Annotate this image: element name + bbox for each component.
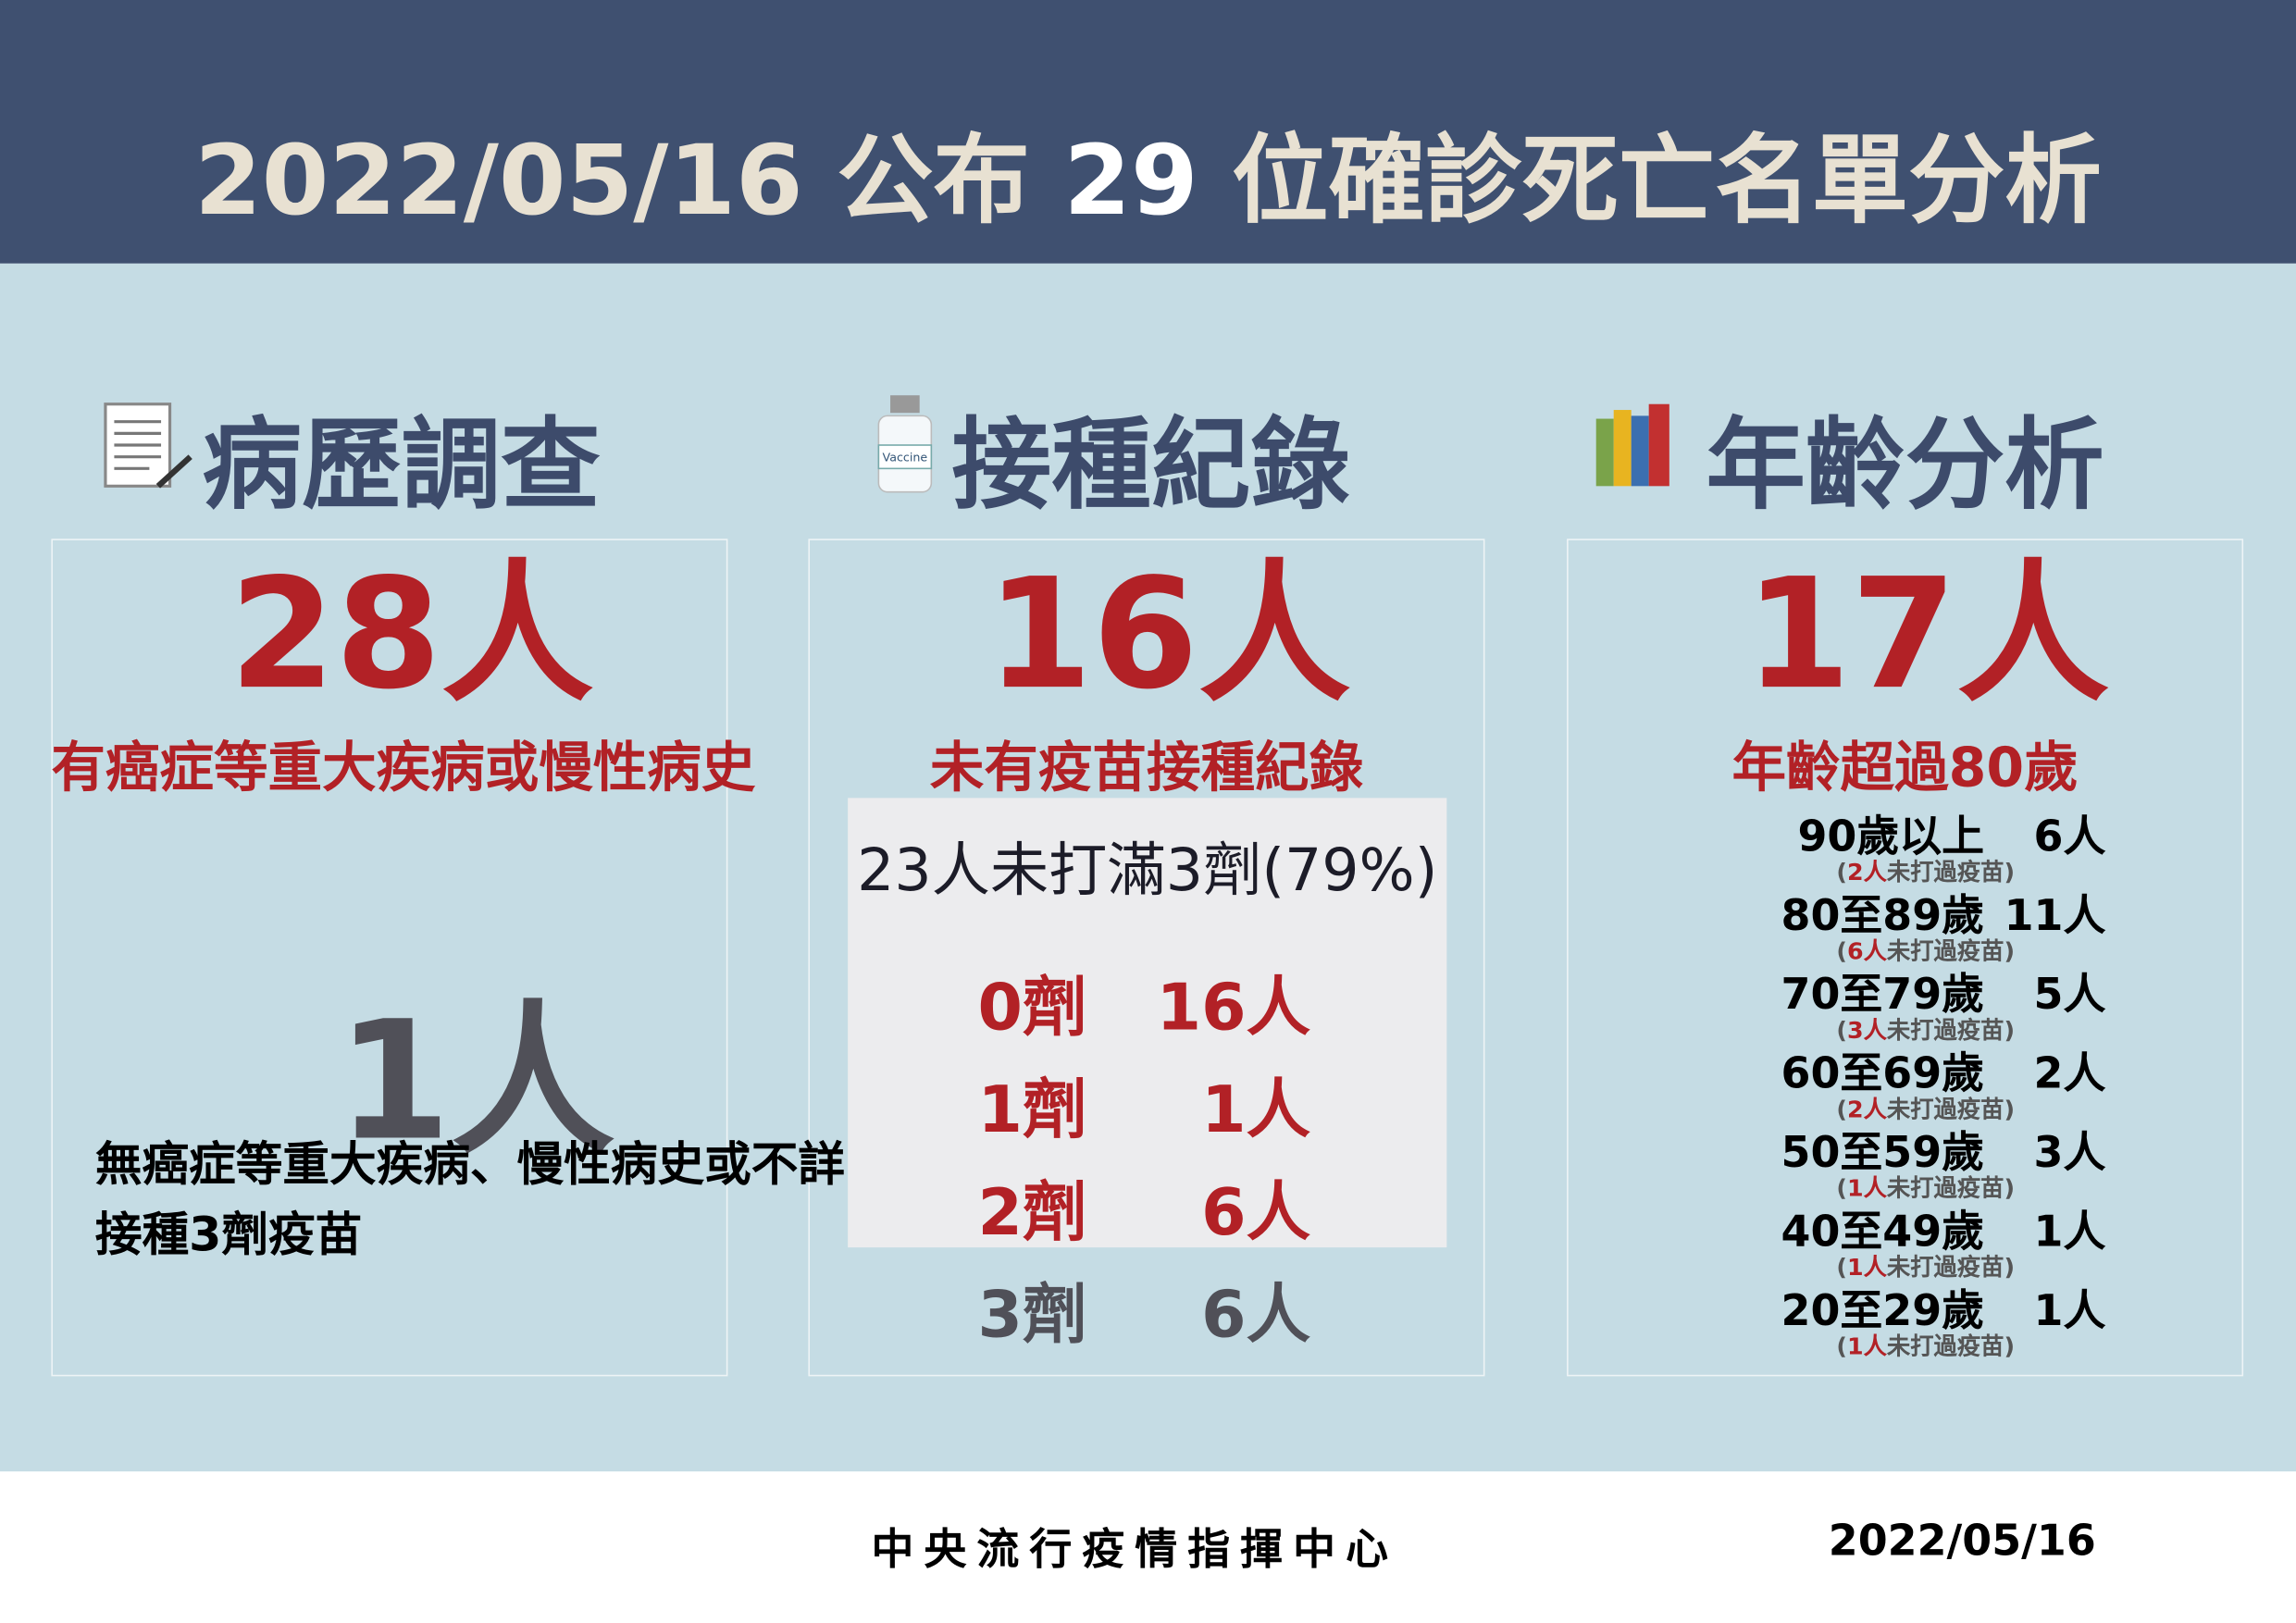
big-number: 16人 (986, 544, 1351, 724)
age-note-part: ( (1836, 1095, 1847, 1123)
age-note-part: 未打過疫苗) (1886, 1332, 2016, 1360)
age-note-part: ( (1836, 1016, 1847, 1045)
footer-org: 中央流行疫情指揮中心 (871, 1524, 1399, 1574)
age-note-part: ( (1836, 936, 1847, 965)
age-note-part: 1人 (1846, 1174, 1887, 1203)
age-note-part: 6人 (1846, 936, 1887, 965)
dose-label: 2劑 (977, 1175, 1087, 1251)
age-note-part: 未打過疫苗) (1886, 936, 2016, 965)
age-note: (2人未打過疫苗) (1779, 852, 2071, 887)
age-note-part: ( (1836, 1253, 1847, 1282)
caption: 接種3劑疫苗 (94, 1206, 363, 1262)
age-note-part: 未打過疫苗) (1886, 1174, 2016, 1203)
age-note-part: 3人 (1846, 1016, 1887, 1045)
dose-count: 16人 (1156, 971, 1311, 1046)
header-bar (0, 0, 2296, 264)
age-note: (2人未打過疫苗) (1779, 1089, 2071, 1124)
panel (1567, 539, 2244, 1377)
dose-label: 1劑 (977, 1072, 1087, 1148)
age-count: 11人 (2004, 890, 2106, 940)
age-group: 60至69歲 (1781, 1047, 1985, 1098)
age-note-part: 未打過疫苗) (1886, 1253, 2016, 1282)
title-part: 位確診死亡名單分析 (1198, 124, 2102, 238)
big-number: 1人 (336, 986, 615, 1178)
section-heading: 年齡分析 (1706, 408, 2104, 525)
age-note-part: 未打過疫苗) (1886, 1095, 2016, 1123)
dose-label: 3劑 (977, 1278, 1087, 1354)
title: 2022/05/16 公布 29 位確診死亡名單分析 (0, 103, 2296, 243)
vaccine-icon: Vaccine (877, 395, 933, 493)
caption: 未有疫苗接種紀錄 (929, 736, 1364, 799)
age-note-part: 2人 (1846, 1095, 1887, 1123)
age-note-part: ( (1836, 1174, 1847, 1203)
section-heading: 病歷調查 (202, 408, 601, 525)
age-count: 3人 (2033, 1127, 2106, 1178)
age-count: 2人 (2033, 1047, 2106, 1098)
note: 23人未打滿3劑(79%) (857, 837, 1438, 905)
big-number: 28人 (229, 544, 594, 724)
age-count: 1人 (2033, 1285, 2106, 1336)
age-note-part: 未打過疫苗) (1886, 1016, 2016, 1045)
dose-count: 1人 (1201, 1072, 1311, 1148)
age-note-part: 1人 (1846, 1253, 1887, 1282)
document-icon (104, 403, 192, 489)
age-note-part: 2人 (1846, 858, 1887, 886)
age-group: 40至49歲 (1781, 1206, 1985, 1257)
age-count: 5人 (2033, 969, 2106, 1020)
age-count: 1人 (2033, 1206, 2106, 1257)
panel (51, 539, 728, 1377)
age-note: (3人未打過疫苗) (1779, 1010, 2071, 1046)
dose-count: 6人 (1201, 1175, 1311, 1251)
age-group: 90歲以上 (1797, 811, 1985, 861)
age-note: (1人未打過疫苗) (1779, 1327, 2071, 1362)
svg-text:Vaccine: Vaccine (883, 450, 928, 464)
age-group: 70至79歲 (1781, 969, 1985, 1020)
age-group: 80至89歲 (1781, 890, 1985, 940)
age-group: 50至59歲 (1781, 1127, 1985, 1178)
caption: 年齡超過80歲 (1731, 736, 2079, 799)
dose-count: 6人 (1201, 1278, 1311, 1354)
title-part: 2022/05/16 公布 (194, 124, 1064, 238)
age-note-part: 未打過疫苗) (1886, 858, 2016, 886)
title-number: 29 (1063, 124, 1198, 238)
age-note-part: 1人 (1846, 1332, 1887, 1360)
books-icon (1595, 403, 1669, 487)
dose-label: 0劑 (977, 971, 1087, 1046)
age-note: (1人未打過疫苗) (1779, 1169, 2071, 1204)
age-note: (1人未打過疫苗) (1779, 1247, 2071, 1282)
caption: 無癌症等重大疾病、慢性病史或不詳 (94, 1135, 846, 1192)
footer-date: 2022/05/16 (1828, 1515, 2096, 1566)
age-group: 20至29歲 (1781, 1285, 1985, 1336)
age-count: 6人 (2033, 811, 2106, 861)
age-note: (6人未打過疫苗) (1779, 931, 2071, 966)
caption: 有癌症等重大疾病或慢性病史 (51, 736, 756, 799)
panel (808, 539, 1485, 1377)
note-panel (848, 798, 1447, 1248)
big-number: 17人 (1744, 544, 2110, 724)
section-heading: 接種紀錄 (951, 408, 1350, 525)
age-note-part: ( (1836, 858, 1847, 886)
age-note-part: ( (1836, 1332, 1847, 1360)
